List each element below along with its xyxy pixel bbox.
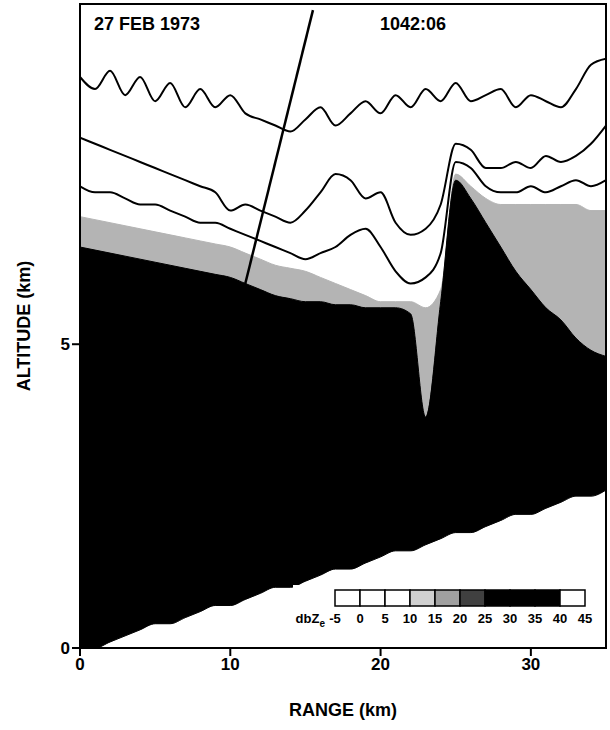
svg-text:30: 30 <box>503 611 517 626</box>
svg-text:1042:06: 1042:06 <box>380 14 446 34</box>
svg-text:45: 45 <box>578 611 592 626</box>
svg-text:27 FEB 1973: 27 FEB 1973 <box>94 14 200 34</box>
svg-text:20: 20 <box>453 611 467 626</box>
svg-text:25: 25 <box>478 611 492 626</box>
svg-text:35: 35 <box>528 611 542 626</box>
svg-text:10: 10 <box>221 655 240 674</box>
svg-text:5: 5 <box>61 335 70 354</box>
svg-text:20: 20 <box>371 655 390 674</box>
svg-text:dbZe: dbZe <box>296 611 326 629</box>
svg-text:15: 15 <box>428 611 442 626</box>
svg-text:RANGE (km): RANGE (km) <box>289 700 397 720</box>
svg-text:0: 0 <box>75 655 84 674</box>
svg-text:ALTITUDE (km): ALTITUDE (km) <box>14 261 34 392</box>
svg-text:0: 0 <box>356 611 363 626</box>
svg-text:5: 5 <box>381 611 388 626</box>
svg-text:30: 30 <box>521 655 540 674</box>
svg-text:40: 40 <box>553 611 567 626</box>
svg-text:10: 10 <box>403 611 417 626</box>
svg-text:-5: -5 <box>329 611 341 626</box>
svg-text:0: 0 <box>61 639 70 658</box>
